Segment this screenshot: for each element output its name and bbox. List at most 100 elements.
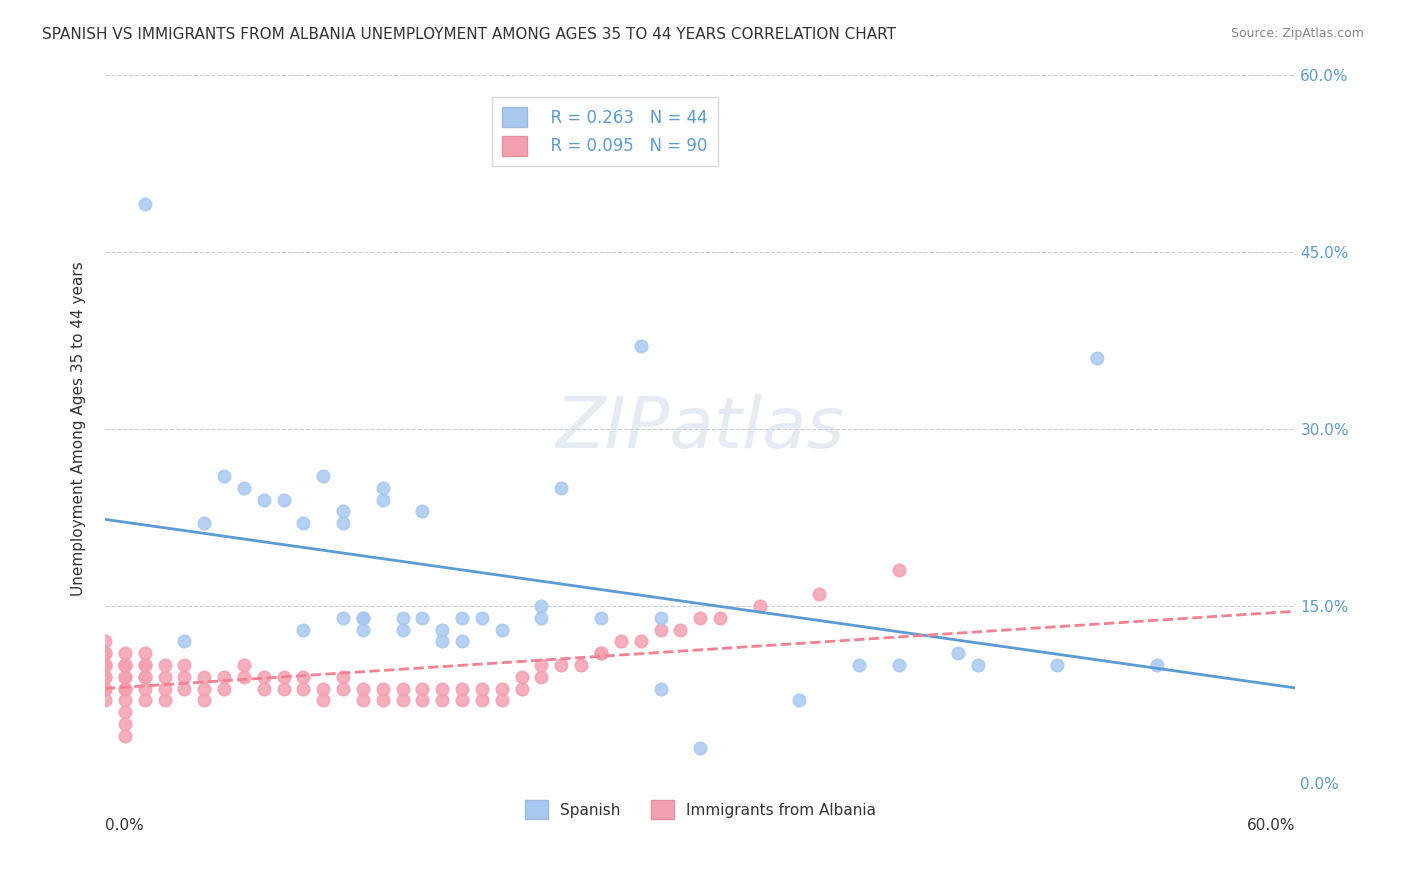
Point (94, 657, 117, 672)
Point (134, 657, 156, 672)
Point (352, 693, 374, 707)
Point (391, 623, 413, 637)
Point (530, 670, 553, 684)
Point (391, 611, 413, 625)
Point (114, 646, 136, 660)
Point (332, 504, 354, 518)
Point (114, 693, 136, 707)
Point (451, 681, 474, 696)
Point (391, 693, 413, 707)
Point (848, 657, 870, 672)
Point (630, 339, 652, 353)
Point (173, 670, 195, 684)
Point (114, 657, 136, 672)
Point (292, 670, 315, 684)
Point (332, 681, 354, 696)
Point (212, 681, 235, 696)
Point (669, 623, 692, 637)
Point (371, 693, 394, 707)
Point (789, 693, 811, 707)
Point (371, 481, 394, 495)
Point (371, 681, 394, 696)
Point (94, 646, 117, 660)
Point (471, 611, 494, 625)
Point (550, 657, 572, 672)
Point (173, 681, 195, 696)
Point (94, 646, 117, 660)
Point (391, 681, 413, 696)
Point (253, 681, 276, 696)
Point (114, 670, 136, 684)
Point (530, 599, 553, 613)
Point (1085, 351, 1108, 365)
Point (292, 516, 315, 531)
Point (491, 681, 513, 696)
Point (689, 740, 711, 755)
Point (193, 681, 215, 696)
Point (94, 657, 117, 672)
Point (887, 657, 910, 672)
Point (650, 681, 672, 696)
Point (411, 681, 433, 696)
Point (589, 646, 612, 660)
Point (451, 611, 474, 625)
Point (273, 681, 295, 696)
Point (510, 681, 533, 696)
Point (153, 693, 176, 707)
Point (312, 469, 335, 483)
Point (650, 623, 672, 637)
Point (1046, 657, 1069, 672)
Point (510, 670, 533, 684)
Point (292, 681, 315, 696)
Point (134, 670, 156, 684)
Point (114, 705, 136, 719)
Point (232, 481, 254, 495)
Point (292, 623, 315, 637)
Point (114, 670, 136, 684)
Point (491, 623, 513, 637)
Y-axis label: Unemployment Among Ages 35 to 44 years: Unemployment Among Ages 35 to 44 years (72, 261, 86, 596)
Point (887, 564, 910, 578)
Point (232, 670, 254, 684)
Point (94, 634, 117, 648)
Point (1146, 657, 1168, 672)
Point (550, 481, 572, 495)
Point (134, 670, 156, 684)
Point (114, 681, 136, 696)
Point (114, 729, 136, 743)
Point (352, 611, 374, 625)
Text: SPANISH VS IMMIGRANTS FROM ALBANIA UNEMPLOYMENT AMONG AGES 35 TO 44 YEARS CORREL: SPANISH VS IMMIGRANTS FROM ALBANIA UNEMP… (42, 27, 896, 42)
Point (94, 657, 117, 672)
Point (589, 646, 612, 660)
Point (94, 681, 117, 696)
Text: Source: ZipAtlas.com: Source: ZipAtlas.com (1230, 27, 1364, 40)
Point (134, 646, 156, 660)
Point (411, 693, 433, 707)
Point (471, 681, 494, 696)
Point (134, 681, 156, 696)
Point (471, 693, 494, 707)
Text: 60.0%: 60.0% (1247, 819, 1295, 833)
Point (94, 670, 117, 684)
Point (153, 657, 176, 672)
Point (610, 634, 633, 648)
Point (134, 197, 156, 211)
Point (650, 611, 672, 625)
Point (173, 657, 195, 672)
Point (689, 611, 711, 625)
Point (212, 670, 235, 684)
Point (332, 611, 354, 625)
Point (273, 670, 295, 684)
Point (94, 681, 117, 696)
Point (967, 657, 990, 672)
Point (253, 670, 276, 684)
Text: ZIPatlas: ZIPatlas (555, 394, 845, 463)
Point (273, 492, 295, 507)
Point (352, 681, 374, 696)
Point (411, 611, 433, 625)
Point (114, 657, 136, 672)
Point (193, 693, 215, 707)
Point (432, 634, 454, 648)
Point (134, 657, 156, 672)
Point (114, 681, 136, 696)
